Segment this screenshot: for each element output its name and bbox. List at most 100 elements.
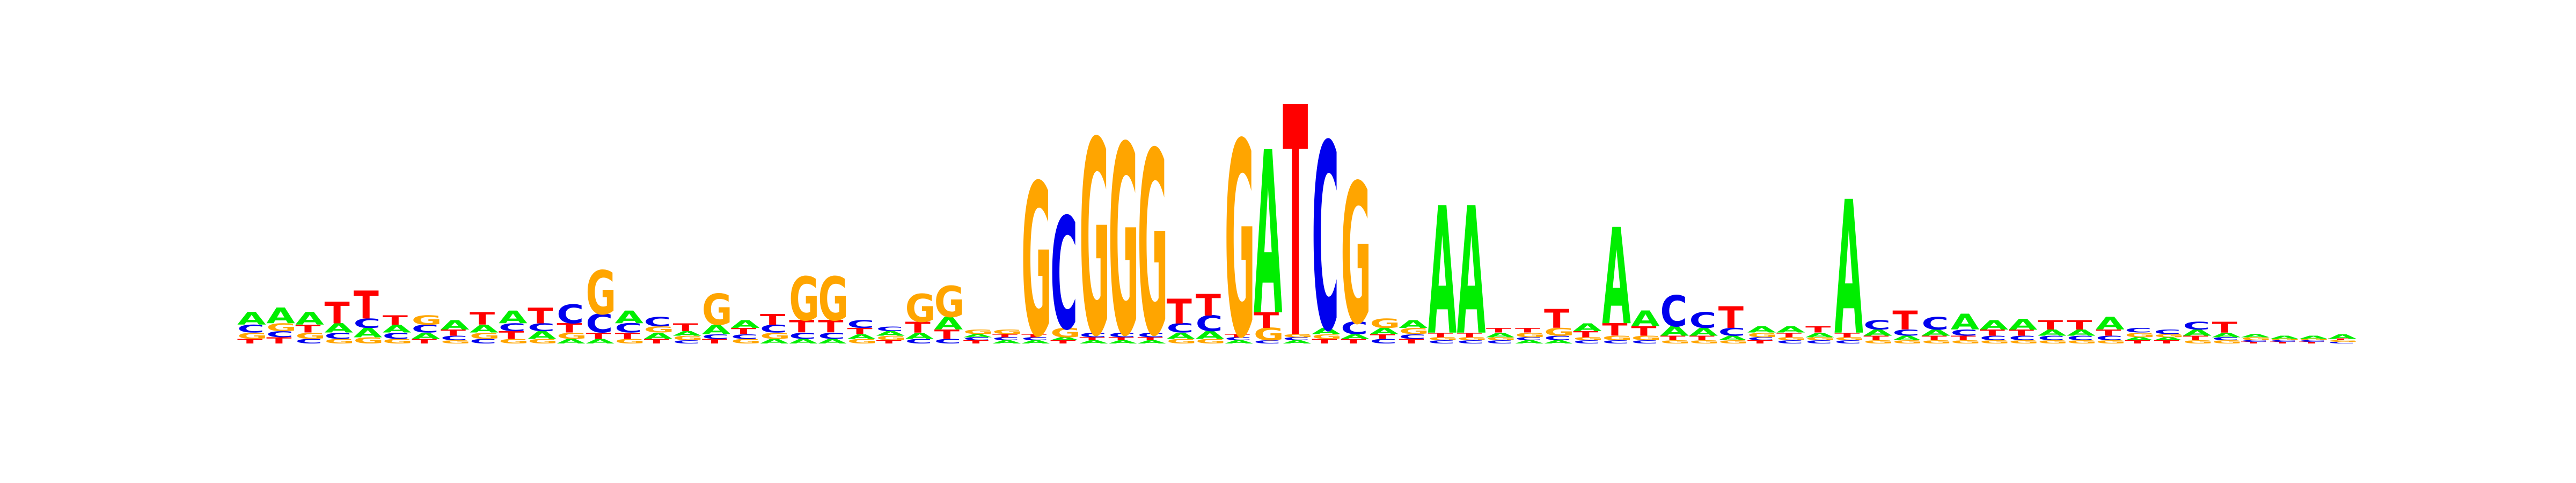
logo-letter-c: C	[876, 325, 904, 333]
logo-letter-t: T	[354, 283, 379, 328]
logo-letter-a: A	[1050, 336, 1079, 341]
logo-letter-g: G	[441, 340, 471, 345]
logo-letter-c: C	[673, 340, 700, 345]
logo-letter-g: G	[1980, 340, 2010, 345]
logo-letter-t: T	[644, 338, 669, 345]
logo-letter-c: C	[1805, 340, 1833, 345]
logo-letter-g: G	[557, 331, 587, 341]
logo-letter-a: A	[963, 333, 992, 338]
logo-letter-g: G	[1631, 334, 1662, 342]
logo-letter-a: A	[2328, 333, 2357, 340]
logo-letter-c: C	[2009, 334, 2036, 342]
logo-letter-a: A	[992, 340, 1021, 345]
logo-letter-c: C	[1079, 331, 1107, 339]
logo-letter-c: C	[470, 338, 497, 345]
logo-letter-g: G	[2212, 340, 2243, 345]
logo-letter-t: T	[383, 313, 408, 328]
logo-letter-g: G	[2299, 339, 2330, 341]
logo-letter-c: C	[441, 334, 468, 342]
logo-letter-a: A	[1079, 340, 1108, 345]
logo-letter-a: A	[1196, 329, 1225, 341]
logo-letter-c: C	[760, 323, 787, 335]
logo-letter-t: T	[2067, 318, 2092, 333]
logo-letter-c: C	[557, 300, 584, 330]
logo-letter-c: C	[2038, 334, 2065, 342]
logo-letter-t: T	[2241, 341, 2267, 344]
logo-letter-a: A	[354, 326, 382, 341]
logo-letter-t: T	[731, 326, 756, 336]
logo-letter-c: C	[1486, 340, 1513, 345]
logo-letter-a: A	[905, 331, 934, 341]
logo-letter-t: T	[1834, 331, 1860, 339]
logo-letter-a: A	[2241, 333, 2270, 338]
logo-letter-a: A	[847, 333, 876, 340]
logo-letter-c: C	[992, 336, 1020, 341]
logo-letter-a: A	[789, 338, 818, 345]
logo-letter-a: A	[441, 318, 469, 333]
logo-letter-c: C	[412, 323, 439, 335]
logo-letter-c: C	[1834, 340, 1862, 345]
logo-letter-t: T	[1922, 334, 1947, 342]
logo-letter-c: C	[2183, 320, 2211, 332]
logo-letter-g: G	[1776, 336, 1807, 341]
logo-letter-c: C	[644, 314, 671, 330]
logo-letter-t: T	[1951, 334, 1976, 342]
logo-letter-g: G	[1225, 87, 1255, 397]
logo-letter-a: A	[2125, 336, 2154, 341]
logo-letter-g: G	[876, 334, 907, 342]
logo-letter-g: G	[673, 334, 704, 342]
logo-letter-c: C	[1138, 331, 1165, 339]
logo-letter-g: G	[963, 328, 994, 336]
logo-letter-g: G	[934, 277, 965, 327]
logo-letter-c: C	[1544, 334, 1571, 342]
logo-letter-c: C	[1892, 328, 1920, 338]
logo-letter-g: G	[2009, 340, 2039, 345]
logo-letter-c: C	[1660, 287, 1688, 336]
logo-letter-g: G	[2154, 333, 2184, 338]
logo-letter-t: T	[702, 338, 727, 345]
logo-letter-c: C	[1108, 331, 1136, 339]
logo-letter-t: T	[818, 317, 844, 336]
logo-letter-t: T	[1457, 331, 1482, 339]
logo-letter-c: C	[2096, 334, 2123, 342]
logo-letter-t: T	[1428, 331, 1453, 339]
logo-letter-a: A	[1892, 334, 1921, 342]
logo-letter-g: G	[2328, 340, 2359, 342]
logo-letter-t: T	[266, 335, 291, 346]
logo-letter-g: G	[1805, 336, 1836, 341]
logo-letter-c: C	[934, 338, 962, 345]
logo-letter-g: G	[644, 325, 675, 335]
logo-letter-t: T	[2009, 328, 2034, 338]
logo-letter-g: G	[1602, 334, 1633, 342]
logo-letter-a: A	[1138, 340, 1167, 345]
logo-letter-c: C	[586, 309, 613, 339]
logo-letter-t: T	[673, 321, 699, 333]
logo-letter-t: T	[412, 338, 437, 345]
logo-letter-c: C	[1922, 313, 1949, 333]
logo-letter-g: G	[2038, 340, 2068, 345]
logo-letter-g: G	[905, 286, 936, 331]
logo-letter-c: C	[528, 321, 555, 333]
logo-letter-g: G	[1718, 340, 1749, 345]
logo-letter-a: A	[934, 313, 963, 333]
logo-letter-c: C	[1196, 312, 1223, 336]
logo-letter-g: G	[1863, 340, 1894, 345]
logo-letter-a: A	[383, 323, 412, 335]
logo-letter-a: A	[1689, 326, 1718, 338]
logo-letter-t: T	[615, 331, 640, 341]
logo-letter-a: A	[2009, 316, 2038, 333]
logo-letter-c: C	[731, 333, 758, 340]
logo-letter-g: G	[1079, 85, 1110, 396]
logo-letter-a: A	[1108, 340, 1137, 345]
logo-letter-a: A	[1399, 318, 1428, 331]
logo-letter-t: T	[1863, 334, 1889, 342]
logo-letter-a: A	[470, 323, 499, 335]
logo-letter-t: T	[499, 329, 524, 341]
logo-letter-t: T	[1776, 331, 1802, 339]
logo-letter-t: T	[2125, 340, 2150, 345]
logo-letter-t: T	[1602, 320, 1628, 340]
logo-letter-g: G	[1283, 333, 1313, 338]
logo-letter-a: A	[1863, 328, 1892, 338]
